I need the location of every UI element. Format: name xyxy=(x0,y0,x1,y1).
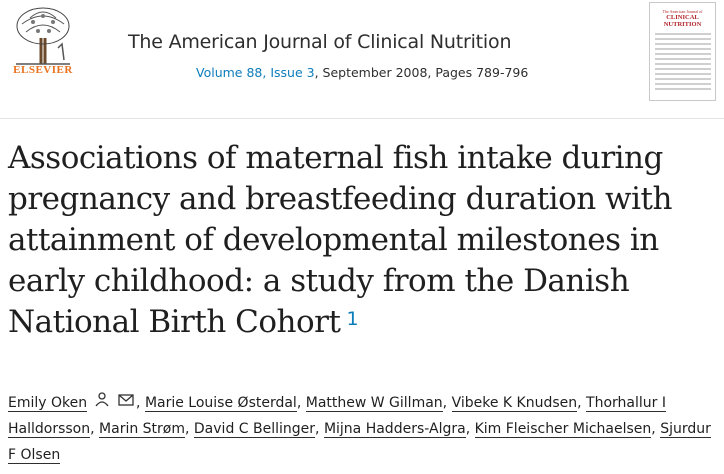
elsevier-tree-logo[interactable] xyxy=(8,4,78,82)
article-header: ELSEVIER The American Journal of Clinica… xyxy=(0,0,724,110)
envelope-icon[interactable] xyxy=(118,390,134,416)
author-list: Emily Oken , Marie Louise Østerdal, Matt… xyxy=(8,390,720,468)
header-divider xyxy=(0,118,724,119)
author-link[interactable]: Emily Oken xyxy=(8,395,88,412)
author-link[interactable]: Kim Fleischer Michaelsen xyxy=(474,421,652,438)
cover-contents-lines xyxy=(655,33,711,93)
author-link[interactable]: Sjurdur F Olsen xyxy=(8,421,711,464)
author-link[interactable]: Thorhallur I Halldorsson xyxy=(8,395,666,438)
volume-issue-link[interactable]: Volume 88, Issue 3 xyxy=(196,65,315,80)
author-link[interactable]: Matthew W Gillman xyxy=(305,395,443,412)
citation-line: Volume 88, Issue 3, September 2008, Page… xyxy=(196,65,528,80)
citation-details: , September 2008, Pages 789-796 xyxy=(314,65,529,80)
title-footnote-link[interactable]: 1 xyxy=(346,308,359,330)
author-link[interactable]: David C Bellinger xyxy=(193,421,316,438)
author-link[interactable]: Vibeke K Knudsen xyxy=(451,395,578,412)
cover-journal-name: CLINICAL NUTRITION xyxy=(663,14,702,28)
author-link[interactable]: Mijna Hadders-Algra xyxy=(323,421,466,438)
journal-title-link[interactable]: The American Journal of Clinical Nutriti… xyxy=(128,31,512,53)
author-link[interactable]: Marin Strøm xyxy=(99,421,185,438)
person-icon[interactable] xyxy=(94,390,110,416)
publisher-name: ELSEVIER xyxy=(13,64,73,76)
article-title-text: Associations of maternal fish intake dur… xyxy=(8,140,672,340)
author-link[interactable]: Marie Louise Østerdal xyxy=(144,395,297,412)
journal-cover-thumbnail[interactable]: The American Journal of CLINICAL NUTRITI… xyxy=(649,2,716,101)
article-title: Associations of maternal fish intake dur… xyxy=(8,138,720,343)
cover-top-line: The American Journal of xyxy=(662,9,703,14)
